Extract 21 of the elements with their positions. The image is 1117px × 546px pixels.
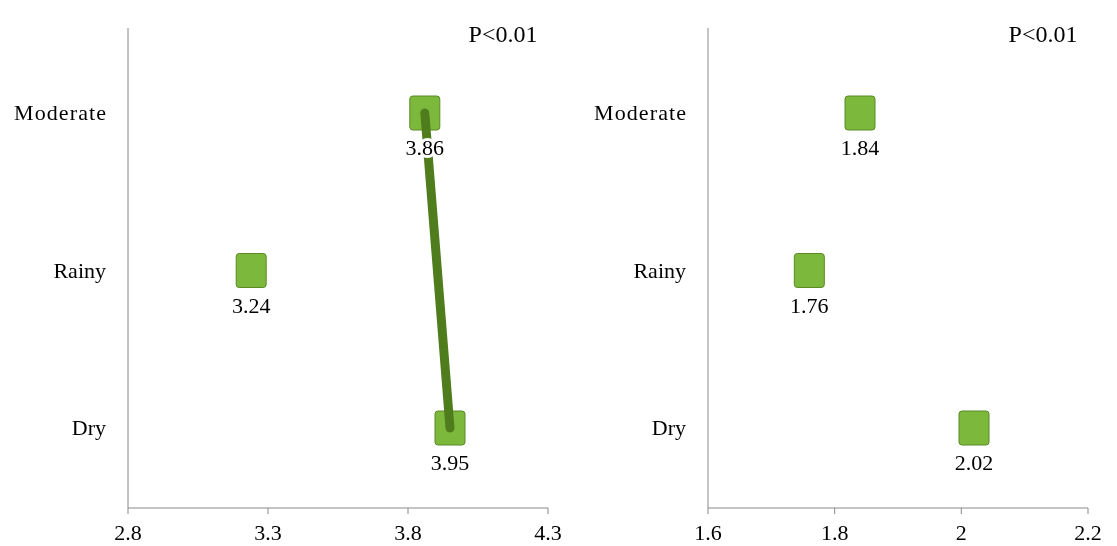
x-tick-label: 1.8 <box>820 520 849 545</box>
x-tick-label: 2.2 <box>1074 520 1102 545</box>
y-tick-label: Moderate <box>594 100 686 125</box>
annotation: P<0.01 <box>468 21 538 47</box>
x-tick-label: 2 <box>955 520 967 545</box>
y-tick-label: Rainy <box>633 257 686 283</box>
x-tick-label: 3.8 <box>394 520 422 545</box>
x-tick-label: 2.8 <box>114 520 142 545</box>
x-tick-label: 1.6 <box>694 520 722 545</box>
y-tick-label: Moderate <box>14 100 106 125</box>
data-label: 1.76 <box>790 292 829 318</box>
x-tick-label: 4.3 <box>534 520 562 545</box>
y-tick-label: Dry <box>71 415 106 440</box>
data-label: 3.24 <box>231 292 271 318</box>
data-label: 2.02 <box>954 450 994 475</box>
y-tick-label: Dry <box>651 415 686 440</box>
data-label: 3.95 <box>430 450 470 475</box>
annotation: P<0.01 <box>1008 21 1078 47</box>
x-tick-label: 3.3 <box>254 520 282 545</box>
y-tick-label: Rainy <box>53 257 106 283</box>
data-label: 1.84 <box>840 135 880 160</box>
